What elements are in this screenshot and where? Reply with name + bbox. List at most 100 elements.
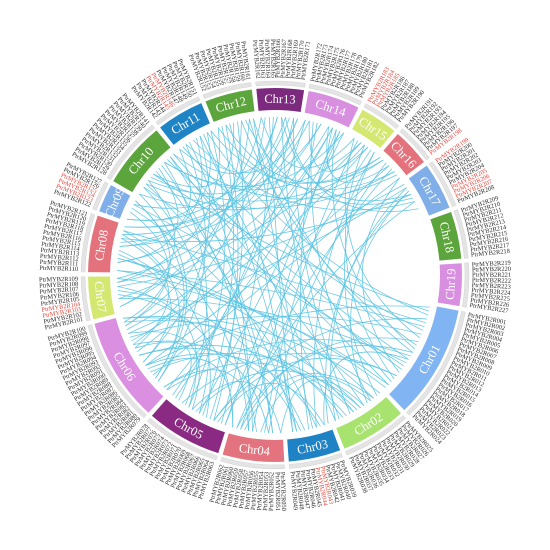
gene-track-chr11 — [155, 96, 201, 126]
gene-label: PtrMYB2R049 — [289, 471, 299, 511]
duplication-link — [195, 370, 361, 412]
gene-label: PtrMYB2R221 — [472, 272, 511, 279]
gene-label: PtrMYB2R054 — [256, 471, 266, 511]
chromosome-segment-chr10 — [113, 130, 171, 193]
duplication-link — [125, 120, 242, 327]
duplication-link — [133, 340, 270, 433]
duplication-link — [330, 187, 407, 422]
duplication-link — [145, 165, 390, 366]
chromosome-segment-chr11 — [160, 103, 210, 145]
duplication-link — [217, 382, 325, 426]
duplication-link — [350, 190, 410, 404]
gene-track-chr13 — [255, 80, 306, 88]
chromosome-label: Chr18 — [437, 221, 457, 255]
chromosome-segment-chr18 — [430, 211, 462, 261]
duplication-link — [345, 144, 395, 380]
duplication-link — [172, 119, 306, 396]
gene-label: PtrMYB2R164 — [263, 39, 271, 79]
gene-label: PtrMYB2R165 — [269, 39, 276, 78]
gene-label: PtrMYB2R170 — [295, 40, 307, 80]
duplication-link — [161, 164, 253, 432]
duplication-link — [236, 345, 413, 429]
chromosome-segment-chr07 — [88, 276, 115, 320]
duplication-link — [117, 167, 179, 263]
chromosome-label: Chr13 — [264, 92, 296, 107]
chromosome-segment-chr06 — [94, 318, 164, 413]
duplication-link — [166, 362, 354, 413]
gene-label: PtrMYB2R056 — [244, 470, 256, 510]
gene-label: PtrMYB2R052 — [268, 472, 276, 511]
duplication-link — [281, 117, 412, 202]
duplication-link — [136, 127, 333, 353]
duplication-link — [117, 270, 425, 328]
gene-labels: PtrMYB2R001PtrMYB2R002PtrMYB2R003PtrMYB2… — [39, 38, 512, 511]
duplication-link — [308, 120, 369, 172]
duplication-link — [173, 153, 389, 386]
duplication-link — [293, 118, 351, 415]
duplication-link — [145, 183, 298, 432]
duplication-link — [173, 153, 398, 200]
gene-label: PtrMYB2R166 — [275, 39, 283, 78]
gene-track-chr16 — [399, 128, 430, 161]
gene-label: PtrMYB2R219 — [472, 260, 511, 269]
duplication-link — [213, 124, 239, 421]
chromosome-segment-chr09 — [99, 185, 131, 219]
gene-track-chr03 — [288, 452, 343, 469]
duplication-link — [153, 173, 429, 312]
gene-track-chr09 — [92, 181, 109, 211]
duplication-link — [252, 118, 413, 353]
duplication-link — [128, 331, 200, 410]
duplication-link — [213, 357, 397, 421]
duplication-link — [229, 123, 294, 433]
duplication-link — [361, 177, 400, 373]
duplication-link — [139, 193, 188, 382]
duplication-link — [252, 129, 337, 432]
gene-label: PtrMYB2R110 — [39, 265, 78, 273]
gene-label: PtrMYB2R222 — [472, 277, 511, 285]
gene-label: PtrMYB2R218 — [471, 248, 511, 259]
chromosome-segment-chr04 — [222, 433, 285, 462]
chromosome-label: Chr03 — [296, 437, 330, 457]
duplication-link — [117, 116, 278, 263]
duplication-link — [182, 146, 424, 331]
duplication-link — [122, 316, 381, 394]
gene-label: PtrMYB2R105 — [40, 296, 80, 308]
chromosome-segment-chr03 — [287, 429, 341, 462]
duplication-link — [117, 127, 220, 283]
duplication-link — [150, 352, 358, 411]
chromosome-segment-chr14 — [304, 91, 359, 128]
chromosome-label: Chr19 — [443, 268, 459, 300]
duplication-link — [124, 320, 361, 409]
duplication-link — [310, 121, 371, 402]
chromosome-segment-chr16 — [383, 133, 424, 176]
gene-label: PtrMYB2R050 — [279, 472, 287, 511]
duplication-link — [163, 369, 257, 432]
chromosome-label: Chr08 — [92, 229, 111, 262]
gene-track-chr04 — [220, 457, 285, 470]
duplication-link — [268, 117, 294, 433]
duplication-link — [150, 156, 381, 202]
chromosome-segment-chr17 — [408, 165, 450, 216]
chromosome-segment-chr12 — [205, 89, 255, 122]
chromosome-ring: Chr01Chr02Chr03Chr04Chr05Chr06Chr07Chr08… — [88, 88, 463, 462]
chromosome-segment-chr08 — [88, 215, 119, 273]
duplication-link — [264, 140, 359, 433]
gene-label: PtrMYB2R220 — [472, 266, 511, 274]
gene-track-chr17 — [428, 161, 457, 207]
gene-track-chr10 — [106, 124, 155, 180]
gene-label: PtrMYB2R108 — [39, 281, 78, 290]
duplication-link — [268, 162, 387, 433]
duplication-link — [117, 270, 386, 389]
gene-track-chr19 — [462, 262, 470, 308]
duplication-link — [118, 126, 330, 299]
duplication-link — [240, 337, 419, 430]
duplication-link — [117, 142, 362, 283]
gene-label: PtrMYB2R048 — [294, 470, 305, 510]
gene-label: PtrMYB2R163 — [257, 39, 266, 78]
duplication-link — [133, 116, 278, 209]
duplication-link — [157, 144, 206, 382]
gene-track-chr08 — [80, 213, 96, 273]
duplication-link — [213, 318, 427, 421]
duplication-link — [125, 211, 169, 327]
duplication-link — [145, 353, 321, 427]
